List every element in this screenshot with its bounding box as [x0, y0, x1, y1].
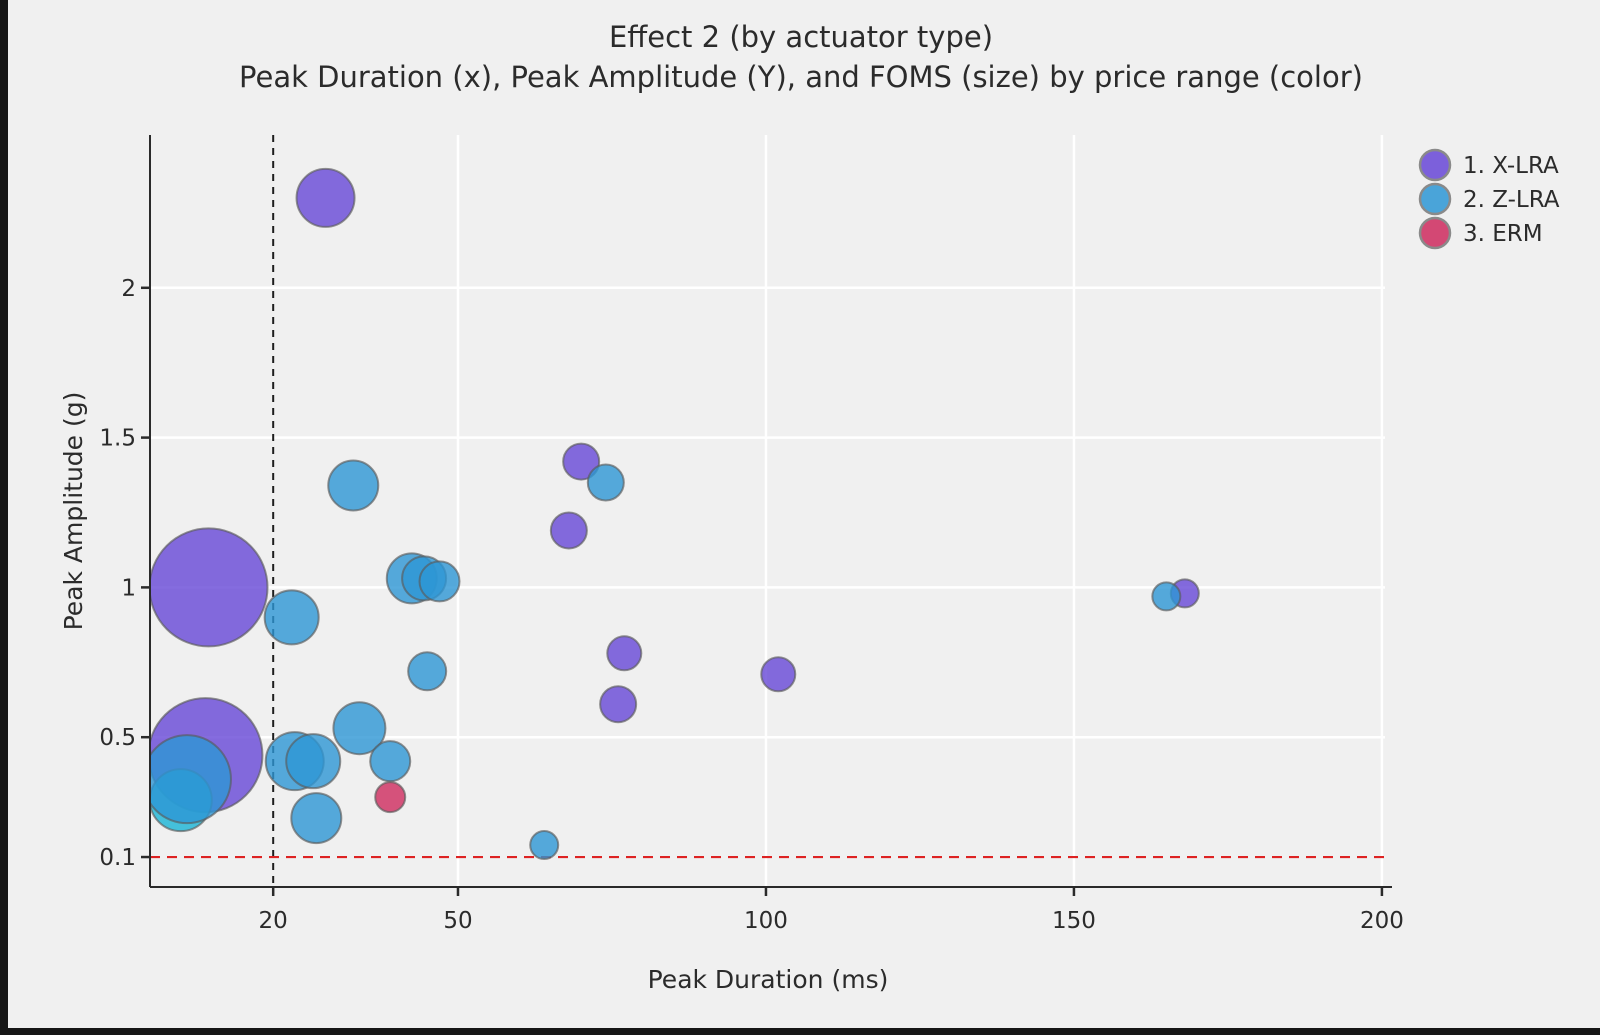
- bubble-series-2: [263, 589, 320, 646]
- legend-marker-3: [1418, 216, 1452, 250]
- y-tick-label: 0.5: [99, 725, 136, 751]
- bubble-series-2: [327, 459, 380, 512]
- bubble-series-1: [549, 511, 588, 550]
- bubble-series-1: [295, 167, 356, 228]
- x-axis-label: Peak Duration (ms): [648, 965, 889, 994]
- bubble-series-2: [332, 701, 387, 756]
- y-tick-label: 1: [121, 575, 136, 601]
- legend-marker-1: [1418, 148, 1452, 182]
- bubble-series-1: [760, 656, 797, 693]
- ticks-layer: 20 50 100 150 200 0.1 0.5 1 1.5 2: [99, 276, 1403, 934]
- bubble-series-1: [606, 635, 643, 672]
- bubble-series-2: [418, 560, 461, 603]
- x-tick-label: 50: [443, 908, 472, 934]
- x-tick-label: 100: [744, 908, 788, 934]
- legend-marker-2: [1418, 182, 1452, 216]
- bubble-series-1: [599, 685, 638, 724]
- bubble-series-1: [150, 527, 269, 648]
- chart-subtitle: Peak Duration (x), Peak Amplitude (Y), a…: [239, 60, 1363, 94]
- legend-label-3: 3. ERM: [1463, 221, 1543, 247]
- x-tick-label: 150: [1052, 908, 1096, 934]
- window-bottom-edge: [0, 1028, 1600, 1035]
- bubble-layer: [150, 167, 1200, 861]
- bubble-series-2: [1151, 581, 1182, 612]
- bubble-series-2: [369, 740, 412, 783]
- bubble-series-1: [562, 442, 601, 481]
- bubble-series-2: [285, 733, 342, 790]
- bubble-series-2: [529, 830, 560, 861]
- y-tick-label: 0.1: [99, 845, 136, 871]
- bubble-series-2: [586, 463, 625, 502]
- legend: 1. X-LRA 2. Z-LRA 3. ERM: [1418, 148, 1560, 250]
- y-tick-label: 1.5: [99, 426, 136, 452]
- x-tick-label: 200: [1360, 908, 1404, 934]
- bubble-series-3: [374, 781, 407, 814]
- y-tick-label: 2: [121, 276, 136, 302]
- y-axis-label: Peak Amplitude (g): [59, 392, 88, 631]
- bubble-series-2: [407, 651, 448, 692]
- axes-spines-layer: [149, 135, 1392, 888]
- bubble-series-2: [290, 792, 343, 845]
- bubble-series-2: [150, 734, 232, 825]
- x-tick-label: 20: [259, 908, 288, 934]
- legend-label-2: 2. Z-LRA: [1463, 187, 1560, 213]
- legend-label-1: 1. X-LRA: [1463, 153, 1559, 179]
- chart-title: Effect 2 (by actuator type): [609, 20, 993, 54]
- window-left-edge: [0, 0, 8, 1035]
